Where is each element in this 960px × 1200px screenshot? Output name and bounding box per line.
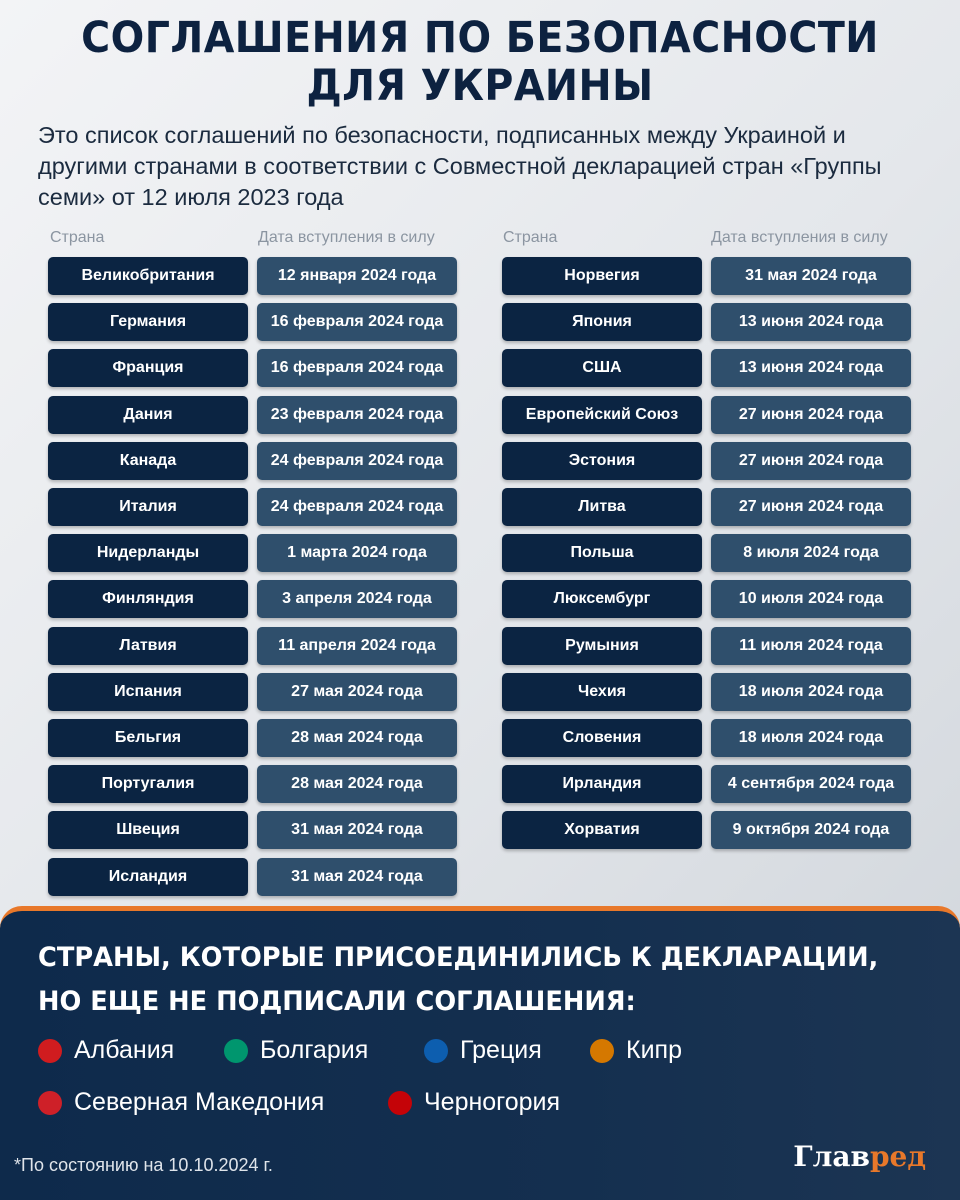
country-cell: Эстония	[502, 441, 702, 480]
footnote: *По состоянию на 10.10.2024 г.	[14, 1155, 273, 1175]
country-cell: Швеция	[48, 811, 248, 850]
date-cell: 12 января 2024 года	[257, 257, 457, 295]
country-name: Болгария	[260, 1036, 369, 1064]
country-cell: Италия	[48, 488, 248, 526]
date-cell: 16 февраля 2024 года	[257, 303, 457, 342]
greece-flag-icon	[424, 1038, 448, 1063]
date-cell: 24 февраля 2024 года	[257, 488, 457, 526]
date-cell: 31 мая 2024 года	[257, 811, 457, 850]
date-cell: 8 июля 2024 года	[711, 534, 911, 573]
date-cell: 10 июля 2024 года	[711, 580, 911, 619]
country-cell: Европейский Союз	[502, 395, 702, 434]
header-country: Страна	[50, 229, 105, 246]
country-cell: Испания	[48, 672, 248, 711]
country-cell: Нидерланды	[48, 534, 248, 573]
country-cell: Словения	[502, 719, 702, 757]
country-cell: Польша	[502, 534, 702, 573]
pending-country: Греция	[424, 1036, 542, 1065]
country-name: Албания	[74, 1036, 175, 1064]
country-name: Северная Македония	[74, 1088, 325, 1116]
panel-title: СТРАНЫ, КОТОРЫЕ ПРИСОЕДИНИЛИСЬ К ДЕКЛАРА…	[38, 942, 879, 1017]
country-cell: Япония	[502, 303, 702, 342]
albania-flag-icon	[38, 1038, 62, 1063]
pending-countries-panel	[0, 906, 960, 1200]
pending-country: Кипр	[590, 1036, 682, 1065]
country-cell: Финляндия	[48, 580, 248, 619]
country-cell: Румыния	[502, 626, 702, 665]
date-cell: 9 октября 2024 года	[711, 811, 911, 850]
country-name: Черногория	[424, 1088, 561, 1116]
date-cell: 1 марта 2024 года	[257, 534, 457, 573]
pending-country: Северная Македония	[38, 1088, 324, 1117]
montenegro-flag-icon	[388, 1090, 412, 1115]
date-cell: 27 июня 2024 года	[711, 395, 911, 434]
country-cell: Канада	[48, 441, 248, 480]
country-cell: Литва	[502, 488, 702, 526]
country-cell: Германия	[48, 303, 248, 342]
date-cell: 27 июня 2024 года	[711, 488, 911, 526]
country-cell: Норвегия	[502, 257, 702, 295]
page-title: СОГЛАШЕНИЯ ПО БЕЗОПАСНОСТИ ДЛЯ УКРАИНЫ	[81, 13, 879, 111]
date-cell: 11 апреля 2024 года	[257, 626, 457, 665]
date-cell: 18 июля 2024 года	[711, 672, 911, 711]
subtitle: Это список соглашений по безопасности, п…	[38, 122, 882, 210]
country-cell: Люксембург	[502, 580, 702, 619]
country-cell: Латвия	[48, 626, 248, 665]
date-cell: 4 сентября 2024 года	[711, 765, 911, 804]
date-cell: 13 июня 2024 года	[711, 303, 911, 342]
date-cell: 24 февраля 2024 года	[257, 441, 457, 480]
header-country: Страна	[503, 229, 558, 246]
pending-country: Черногория	[388, 1088, 560, 1117]
north-macedonia-flag-icon	[38, 1090, 62, 1115]
country-cell: Хорватия	[502, 811, 702, 850]
pending-country: Албания	[38, 1036, 174, 1065]
date-cell: 18 июля 2024 года	[711, 719, 911, 757]
date-cell: 13 июня 2024 года	[711, 349, 911, 388]
country-name: Кипр	[626, 1036, 682, 1064]
country-cell: Франция	[48, 349, 248, 388]
date-cell: 27 мая 2024 года	[257, 672, 457, 711]
header-date: Дата вступления в силу	[711, 229, 888, 246]
country-cell: Португалия	[48, 765, 248, 804]
date-cell: 11 июля 2024 года	[711, 626, 911, 665]
country-cell: Исландия	[48, 857, 248, 896]
country-cell: Бельгия	[48, 719, 248, 757]
header-date: Дата вступления в силу	[258, 229, 435, 246]
glavred-logo: Главред	[793, 1140, 926, 1173]
date-cell: 28 мая 2024 года	[257, 719, 457, 757]
country-cell: Великобритания	[48, 257, 248, 295]
date-cell: 23 февраля 2024 года	[257, 395, 457, 434]
date-cell: 3 апреля 2024 года	[257, 580, 457, 619]
cyprus-flag-icon	[590, 1038, 614, 1063]
date-cell: 28 мая 2024 года	[257, 765, 457, 804]
date-cell: 27 июня 2024 года	[711, 441, 911, 480]
pending-country: Болгария	[224, 1036, 368, 1065]
country-name: Греция	[460, 1036, 542, 1064]
country-cell: США	[502, 349, 702, 388]
bulgaria-flag-icon	[224, 1038, 248, 1063]
date-cell: 16 февраля 2024 года	[257, 349, 457, 388]
country-cell: Дания	[48, 395, 248, 434]
date-cell: 31 мая 2024 года	[711, 257, 911, 295]
country-cell: Ирландия	[502, 765, 702, 804]
date-cell: 31 мая 2024 года	[257, 857, 457, 896]
country-cell: Чехия	[502, 672, 702, 711]
